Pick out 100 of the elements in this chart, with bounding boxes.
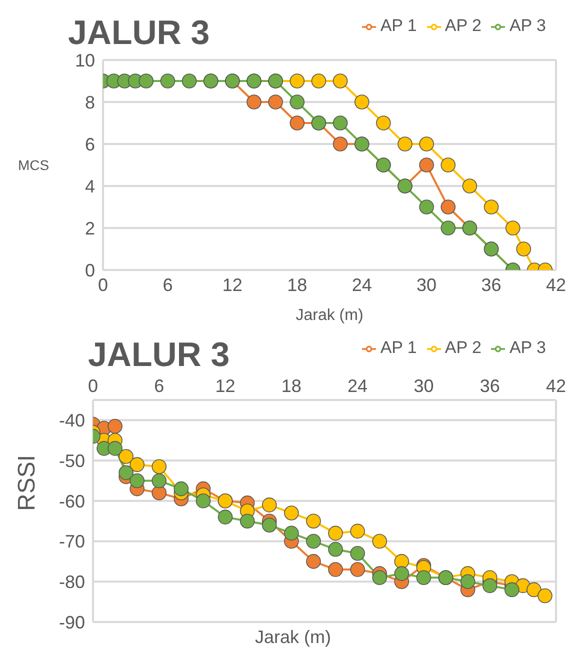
point	[130, 473, 144, 488]
point	[268, 94, 283, 110]
y-axis-title: RSSI	[14, 454, 41, 511]
point	[160, 74, 176, 88]
point	[306, 534, 321, 549]
point	[482, 578, 498, 594]
point	[416, 570, 432, 585]
y-tick-label: -80	[58, 572, 85, 592]
legend-label: AP 3	[509, 338, 546, 357]
point	[108, 441, 122, 456]
point	[440, 158, 456, 172]
point	[460, 574, 476, 590]
legend-label: AP 2	[444, 16, 482, 35]
point	[332, 74, 348, 88]
point	[332, 136, 348, 152]
y-tick-label: 8	[84, 92, 95, 112]
x-tick-label: 18	[287, 274, 308, 295]
point	[398, 136, 412, 152]
x-axis-title: Jarak (m)	[255, 627, 331, 647]
chart-title: JALUR 3	[68, 14, 210, 53]
point	[284, 526, 299, 541]
point	[394, 566, 410, 581]
point	[328, 562, 343, 577]
point	[130, 457, 144, 472]
y-tick-label: -40	[58, 410, 85, 431]
point	[152, 485, 167, 500]
y-tick-label: 2	[84, 218, 95, 238]
y-tick-label: -90	[58, 612, 85, 632]
y-tick-label: -70	[58, 532, 85, 552]
point	[332, 116, 348, 130]
point	[462, 178, 478, 194]
point	[328, 542, 343, 557]
point	[372, 534, 388, 549]
point	[152, 473, 167, 488]
x-tick-label: 6	[162, 274, 173, 295]
x-tick-label: 30	[416, 274, 437, 295]
x-tick-label: 12	[222, 274, 242, 295]
point	[306, 514, 321, 528]
point	[311, 74, 326, 88]
point	[505, 220, 520, 236]
point	[138, 74, 154, 88]
point	[284, 506, 299, 520]
point	[394, 554, 410, 569]
point	[328, 526, 343, 541]
point	[350, 524, 365, 539]
x-axis-title: Jarak (m)	[296, 307, 364, 324]
x-tick-label: 42	[546, 274, 566, 295]
y-tick-label: -60	[58, 491, 85, 512]
point	[354, 94, 370, 110]
y-tick-label: 10	[74, 50, 95, 70]
legend-label: AP 1	[380, 16, 417, 35]
chart-title: JALUR 3	[88, 336, 230, 375]
point	[182, 74, 197, 88]
point	[290, 74, 305, 88]
y-axis-title: MCS	[18, 156, 50, 173]
y-tick-label: 0	[84, 260, 95, 280]
x-tick-label: 24	[348, 376, 368, 396]
point	[376, 116, 391, 130]
point	[118, 449, 134, 464]
point	[516, 242, 532, 256]
point	[504, 582, 520, 598]
x-tick-label: 12	[215, 376, 236, 396]
point	[419, 158, 434, 172]
x-tick-label: 18	[281, 376, 302, 396]
legend-label: AP 2	[444, 338, 482, 357]
point	[290, 116, 305, 130]
x-tick-label: 36	[481, 274, 502, 295]
y-tick-label: -50	[58, 450, 85, 471]
point	[246, 94, 262, 110]
point	[440, 220, 456, 236]
point	[372, 570, 388, 585]
point	[262, 518, 277, 533]
x-tick-label: 42	[546, 376, 566, 396]
point	[306, 554, 321, 569]
point	[419, 200, 434, 214]
x-tick-label: 24	[352, 274, 372, 295]
point	[350, 546, 365, 561]
point	[118, 465, 134, 480]
x-tick-label: 6	[154, 376, 164, 396]
point	[218, 510, 233, 524]
x-tick-label: 30	[414, 376, 434, 396]
point	[262, 498, 277, 512]
point	[196, 494, 211, 508]
point	[174, 481, 189, 496]
x-tick-label: 0	[98, 274, 108, 295]
point	[440, 200, 456, 214]
point	[419, 136, 434, 152]
point	[538, 588, 552, 604]
y-tick-label: 4	[84, 176, 95, 196]
point	[152, 459, 167, 474]
point	[350, 562, 365, 577]
point	[240, 514, 255, 528]
point	[108, 418, 122, 434]
point	[484, 200, 499, 214]
y-tick-label: 6	[84, 134, 95, 154]
legend-label: AP 3	[509, 16, 546, 35]
point	[290, 94, 305, 110]
point	[526, 582, 542, 598]
legend-label: AP 1	[380, 338, 417, 357]
x-tick-label: 36	[480, 376, 500, 396]
